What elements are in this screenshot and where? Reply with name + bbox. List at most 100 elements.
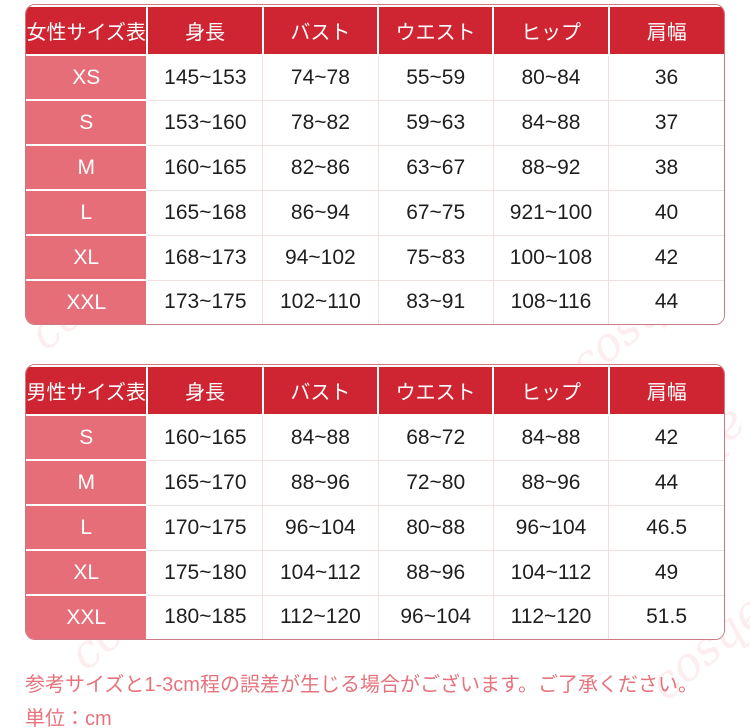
value-cell: 180~185 [146, 594, 264, 639]
tolerance-note: 参考サイズと1-3cm程の誤差が生じる場合がございます。ご了承ください。 [25, 674, 698, 696]
size-label-cell: L [26, 189, 149, 236]
value-cell: 145~153 [146, 54, 264, 101]
column-header: ウエスト [377, 365, 495, 416]
value-cell: 46.5 [608, 504, 724, 551]
value-cell: 80~84 [492, 54, 610, 101]
size-label-cell: XXL [26, 279, 149, 324]
table-row: XL 168~173 94~102 75~83 100~108 42 [26, 234, 724, 281]
value-cell: 84~88 [492, 99, 610, 146]
table-row: M 160~165 82~86 63~67 88~92 38 [26, 144, 724, 191]
value-cell: 37 [608, 99, 724, 146]
value-cell: 86~94 [262, 189, 379, 236]
table-row: XL 175~180 104~112 88~96 104~112 49 [26, 549, 724, 596]
value-cell: 55~59 [377, 54, 494, 101]
value-cell: 160~165 [146, 414, 264, 461]
size-label-cell: M [26, 459, 149, 506]
size-table: 男性サイズ表 身長 バスト ウエスト ヒップ 肩幅 S 160~165 84~88 68~72 84… [26, 365, 724, 639]
table-row: XS 145~153 74~78 55~59 80~84 36 [26, 54, 724, 101]
table-row: M 165~170 88~96 72~80 88~96 44 [26, 459, 724, 506]
value-cell: 112~120 [492, 594, 610, 639]
value-cell: 168~173 [146, 234, 264, 281]
value-cell: 104~112 [492, 549, 610, 596]
size-label-cell: XL [26, 549, 149, 596]
value-cell: 42 [608, 234, 724, 281]
column-header: 肩幅 [607, 5, 724, 56]
value-cell: 88~96 [377, 549, 494, 596]
value-cell: 42 [608, 414, 724, 461]
value-cell: 51.5 [608, 594, 724, 639]
value-cell: 44 [608, 459, 724, 506]
value-cell: 96~104 [492, 504, 610, 551]
value-cell: 88~96 [262, 459, 379, 506]
value-cell: 153~160 [146, 99, 264, 146]
value-cell: 165~168 [146, 189, 264, 236]
women-size-table: 女性サイズ表 身長 バスト ウエスト ヒップ 肩幅 XS 145~153 74~78 55~59 8… [25, 4, 725, 325]
value-cell: 112~120 [262, 594, 379, 639]
value-cell: 63~67 [377, 144, 494, 191]
column-header: ヒップ [492, 5, 610, 56]
value-cell: 44 [608, 279, 724, 324]
table-row: S 160~165 84~88 68~72 84~88 42 [26, 414, 724, 461]
value-cell: 78~82 [262, 99, 379, 146]
size-label-cell: XXL [26, 594, 149, 639]
column-header: ウエスト [377, 5, 495, 56]
table-row: S 153~160 78~82 59~63 84~88 37 [26, 99, 724, 146]
value-cell: 83~91 [377, 279, 494, 324]
value-cell: 88~92 [492, 144, 610, 191]
table-row: L 170~175 96~104 80~88 96~104 46.5 [26, 504, 724, 551]
value-cell: 108~116 [492, 279, 610, 324]
value-cell: 160~165 [146, 144, 264, 191]
size-table: 女性サイズ表 身長 バスト ウエスト ヒップ 肩幅 XS 145~153 74~78 55~59 8… [26, 5, 724, 324]
value-cell: 72~80 [377, 459, 494, 506]
column-header: 身長 [146, 5, 264, 56]
value-cell: 170~175 [146, 504, 264, 551]
column-header: 肩幅 [607, 365, 724, 416]
value-cell: 38 [608, 144, 724, 191]
value-cell: 165~170 [146, 459, 264, 506]
value-cell: 40 [608, 189, 724, 236]
table-row: XXL 173~175 102~110 83~91 108~116 44 [26, 279, 724, 324]
value-cell: 104~112 [262, 549, 379, 596]
column-header: バスト [261, 365, 380, 416]
value-cell: 94~102 [262, 234, 379, 281]
value-cell: 84~88 [492, 414, 610, 461]
size-label-cell: S [26, 99, 149, 146]
footnotes: 参考サイズと1-3cm程の誤差が生じる場合がございます。ご了承ください。 単位：… [25, 668, 725, 728]
header-row: 女性サイズ表 身長 バスト ウエスト ヒップ 肩幅 [26, 5, 724, 56]
men-size-table: 男性サイズ表 身長 バスト ウエスト ヒップ 肩幅 S 160~165 84~88 68~72 84… [25, 364, 725, 640]
value-cell: 96~104 [262, 504, 379, 551]
value-cell: 88~96 [492, 459, 610, 506]
table-row: XXL 180~185 112~120 96~104 112~120 51.5 [26, 594, 724, 639]
value-cell: 173~175 [146, 279, 264, 324]
table-row: L 165~168 86~94 67~75 921~100 40 [26, 189, 724, 236]
size-label-cell: S [26, 414, 149, 461]
unit-note: 単位：cm [25, 708, 112, 728]
value-cell: 84~88 [262, 414, 379, 461]
column-header: 身長 [146, 365, 264, 416]
size-label-cell: L [26, 504, 149, 551]
table-title: 女性サイズ表 [26, 5, 149, 56]
value-cell: 75~83 [377, 234, 494, 281]
size-label-cell: XL [26, 234, 149, 281]
header-row: 男性サイズ表 身長 バスト ウエスト ヒップ 肩幅 [26, 365, 724, 416]
value-cell: 59~63 [377, 99, 494, 146]
size-label-cell: M [26, 144, 149, 191]
value-cell: 100~108 [492, 234, 610, 281]
value-cell: 68~72 [377, 414, 494, 461]
value-cell: 96~104 [377, 594, 494, 639]
column-header: ヒップ [492, 365, 610, 416]
size-label-cell: XS [26, 54, 149, 101]
value-cell: 74~78 [262, 54, 379, 101]
value-cell: 36 [608, 54, 724, 101]
value-cell: 175~180 [146, 549, 264, 596]
value-cell: 102~110 [262, 279, 379, 324]
table-title: 男性サイズ表 [26, 365, 149, 416]
value-cell: 80~88 [377, 504, 494, 551]
value-cell: 921~100 [492, 189, 610, 236]
value-cell: 67~75 [377, 189, 494, 236]
value-cell: 49 [608, 549, 724, 596]
column-header: バスト [261, 5, 380, 56]
value-cell: 82~86 [262, 144, 379, 191]
